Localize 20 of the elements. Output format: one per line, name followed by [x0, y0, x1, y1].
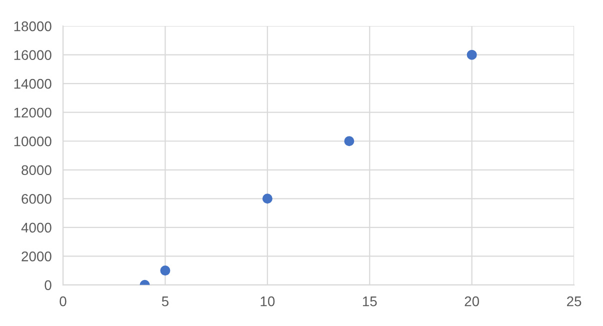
y-tick-label: 4000 [21, 222, 52, 233]
x-tick-label: 25 [567, 296, 582, 306]
x-tick-label: 10 [260, 296, 275, 306]
x-tick-label: 0 [60, 296, 66, 306]
x-tick-label: 5 [162, 296, 168, 306]
point [466, 50, 477, 60]
y-tick-label: 12000 [14, 108, 52, 118]
y-tick-label: 18000 [14, 21, 52, 32]
x-tick-label: 20 [464, 296, 480, 306]
y-tick-label: 10000 [14, 136, 52, 146]
point [262, 194, 272, 204]
x-tick-label: 15 [362, 296, 377, 306]
y-tick-label: 14000 [14, 78, 52, 89]
point [344, 136, 354, 146]
y-tick-label: 6000 [22, 194, 52, 204]
y-tick-label: 8000 [22, 165, 52, 176]
y-tick-label: 16000 [14, 50, 52, 60]
point [160, 266, 170, 276]
y-tick-label: 0 [44, 280, 52, 290]
y-tick-label: 2000 [22, 252, 52, 262]
